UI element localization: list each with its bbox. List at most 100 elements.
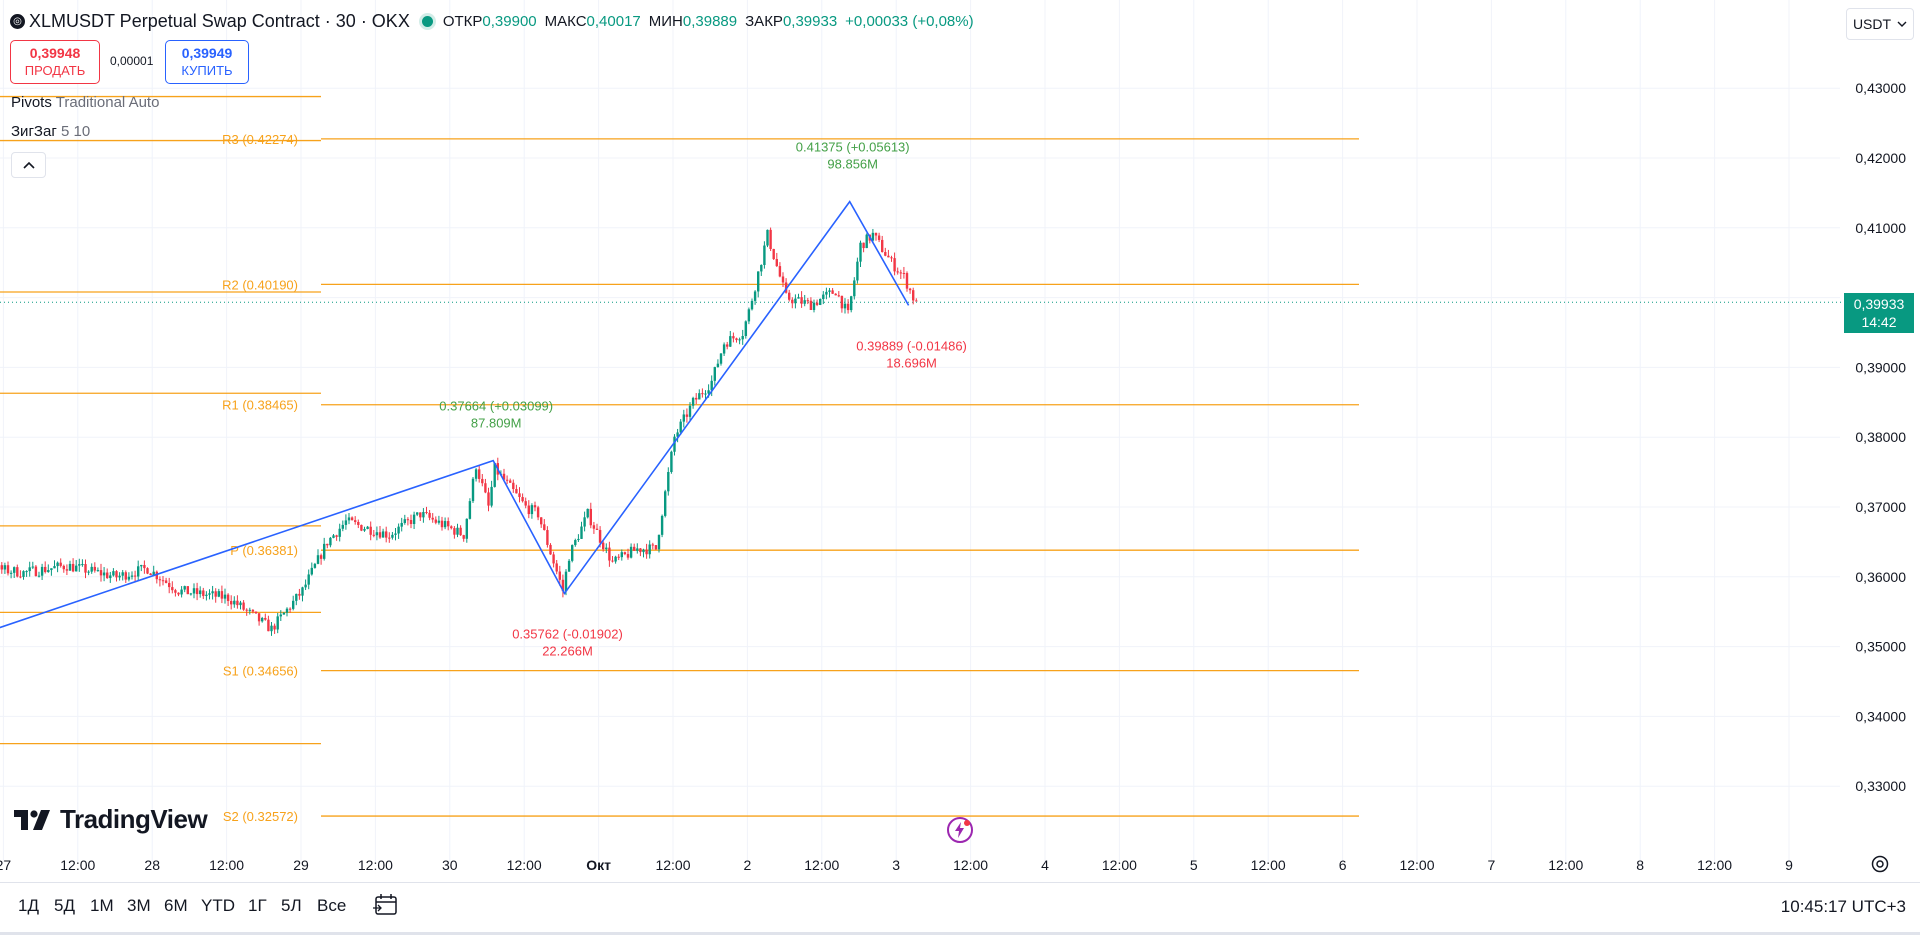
candle-body — [524, 501, 527, 506]
candle — [760, 264, 763, 276]
timeframe-ytd[interactable]: YTD — [201, 896, 235, 915]
candle-body — [608, 547, 611, 561]
timeframe-1m[interactable]: 1М — [90, 896, 114, 915]
timeframe-1d[interactable]: 1Д — [18, 896, 39, 915]
candle-body — [102, 572, 106, 576]
candle — [822, 291, 825, 305]
candle — [747, 307, 751, 325]
candle — [161, 575, 165, 586]
candle-body — [233, 600, 236, 605]
candle — [319, 553, 323, 565]
timeframe-5d[interactable]: 5Д — [54, 896, 75, 915]
candle-body — [915, 300, 918, 302]
x-tick-label: 12:00 — [1102, 857, 1137, 873]
candle — [543, 519, 546, 531]
timeframe-all[interactable]: Все — [317, 896, 347, 915]
candle-body — [623, 552, 627, 555]
candle-body — [347, 517, 351, 521]
timeframe-6m[interactable]: 6М — [164, 896, 188, 915]
candle — [354, 516, 357, 525]
candle — [431, 513, 434, 523]
clock[interactable]: 10:45:17 UTC+3 — [1780, 897, 1906, 916]
buy-button[interactable]: 0,39949 КУПИТЬ — [165, 40, 249, 84]
candle-body — [192, 588, 196, 594]
candle — [338, 523, 341, 542]
candle — [589, 502, 592, 529]
candle-body — [760, 264, 763, 272]
candle-body — [59, 562, 62, 566]
candle — [19, 570, 22, 579]
timeframe-3m[interactable]: 3М — [127, 896, 151, 915]
symbol-legend: ◎ XLMUSDT Perpetual Swap Contract · 30 ·… — [10, 10, 982, 32]
tradingview-logo-icon — [14, 809, 50, 830]
candle-body — [763, 245, 766, 265]
candle — [701, 388, 704, 398]
x-tick-label: 2 — [744, 857, 752, 873]
current-price: 0,39933 — [1853, 296, 1905, 312]
candle — [220, 585, 224, 604]
candle-body — [406, 519, 410, 521]
candle-body — [561, 579, 565, 592]
candle — [329, 536, 332, 548]
candle-body — [276, 616, 279, 630]
candle-body — [726, 344, 729, 347]
candle — [490, 480, 493, 508]
candle-body — [363, 528, 366, 531]
candle — [453, 526, 456, 539]
calendar-range-icon[interactable] — [373, 893, 399, 917]
candle-body — [546, 530, 549, 545]
candle-body — [344, 520, 348, 525]
candle — [905, 271, 909, 292]
indicator-zigzag[interactable]: ЗигЗаг 5 10 — [11, 123, 90, 140]
candle-body — [598, 529, 602, 543]
candle — [825, 287, 828, 300]
y-tick-label: 0,36000 — [1855, 569, 1906, 585]
candle — [385, 526, 388, 543]
collapse-legend-button[interactable] — [11, 152, 46, 178]
timeframe-5y[interactable]: 5Л — [281, 896, 302, 915]
ohlc-high-label: МАКС — [544, 12, 587, 30]
currency-select[interactable]: USDT — [1846, 8, 1914, 40]
candle-body — [248, 609, 251, 611]
candle — [242, 600, 245, 611]
candle — [626, 548, 630, 560]
candle — [372, 529, 375, 538]
candle-body — [800, 297, 803, 304]
bolt-icon[interactable] — [946, 816, 974, 844]
pivot-label: R2 (0.40190) — [222, 277, 298, 292]
ohlc-open-label: ОТКР — [442, 12, 483, 30]
candle — [124, 570, 127, 583]
candle-body — [183, 586, 186, 590]
x-tick-label: 12:00 — [209, 857, 244, 873]
candle-body — [660, 515, 664, 535]
indicator-pivots[interactable]: Pivots Traditional Auto — [11, 94, 159, 111]
candle — [230, 595, 233, 610]
candle-body — [388, 537, 391, 539]
candle — [357, 519, 360, 529]
candle-body — [828, 290, 831, 292]
candle-body — [245, 609, 248, 611]
candle-body — [400, 522, 403, 527]
candle-body — [385, 531, 388, 538]
chevron-up-icon — [22, 161, 35, 169]
tradingview-logo[interactable]: TradingView — [14, 804, 208, 835]
candle — [143, 560, 146, 574]
candle-body — [298, 593, 301, 596]
zigzag-label-price: 0.37664 (+0.03099) — [439, 399, 553, 414]
candle — [130, 571, 134, 580]
candle-body — [766, 229, 769, 246]
candle — [682, 409, 685, 428]
sell-button[interactable]: 0,39948 ПРОДАТЬ — [10, 40, 100, 84]
candle-body — [636, 548, 639, 551]
market-status-dot — [421, 15, 433, 27]
candle-body — [567, 560, 571, 572]
symbol-title[interactable]: XLMUSDT Perpetual Swap Contract · 30 · O… — [29, 10, 410, 31]
pivot-label: S1 (0.34656) — [223, 664, 298, 679]
candle-body — [6, 565, 10, 574]
candle — [846, 299, 850, 314]
gear-icon[interactable] — [1868, 852, 1892, 876]
timeframe-1y[interactable]: 1Г — [248, 896, 267, 915]
candle-body — [270, 625, 273, 632]
candle — [360, 524, 363, 532]
